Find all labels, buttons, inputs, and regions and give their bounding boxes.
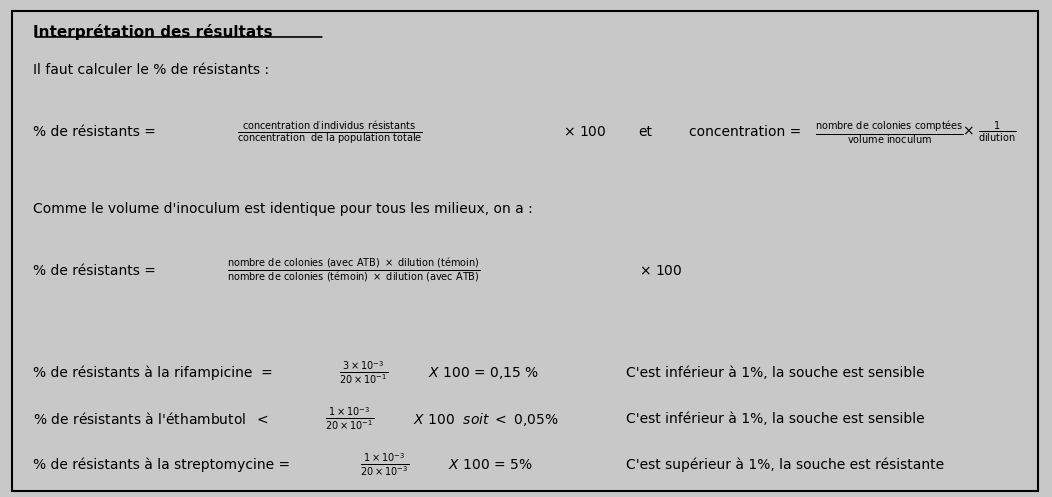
Text: Il faut calculer le % de résistants :: Il faut calculer le % de résistants : (33, 63, 269, 77)
Text: concentration =: concentration = (689, 125, 805, 139)
Text: $\times$ 100: $\times$ 100 (563, 125, 606, 139)
Text: C'est inférieur à 1%, la souche est sensible: C'est inférieur à 1%, la souche est sens… (626, 412, 925, 426)
Text: $\frac{1\times10^{-3}}{20\times10^{-3}}$: $\frac{1\times10^{-3}}{20\times10^{-3}}$ (360, 452, 409, 478)
Text: % de résistants =: % de résistants = (33, 264, 160, 278)
Text: $X$ 100  $\mathit{soit}$ $<$ 0,05%: $X$ 100 $\mathit{soit}$ $<$ 0,05% (412, 411, 559, 427)
Text: % de résistants à l'éthambutol  $<$: % de résistants à l'éthambutol $<$ (33, 411, 274, 427)
Text: $X$ 100 = 0,15 %: $X$ 100 = 0,15 % (428, 365, 540, 381)
Text: Comme le volume d'inoculum est identique pour tous les milieux, on a :: Comme le volume d'inoculum est identique… (33, 202, 532, 216)
Text: % de résistants à la streptomycine =: % de résistants à la streptomycine = (33, 458, 295, 472)
Text: $\times\ \frac{1}{\mathregular{dilution}}$: $\times\ \frac{1}{\mathregular{dilution}… (963, 120, 1017, 145)
Text: $\frac{\mathregular{nombre\ de\ colonies\ comptées}}{\mathregular{volume\ inocul: $\frac{\mathregular{nombre\ de\ colonies… (814, 119, 964, 146)
Text: $\frac{1\times10^{-3}}{20\times10^{-1}}$: $\frac{1\times10^{-3}}{20\times10^{-1}}$ (325, 406, 373, 432)
Text: $X$ 100 = 5%: $X$ 100 = 5% (448, 458, 533, 472)
Text: $\frac{\mathregular{nombre\ de\ colonies\ (avec\ ATB)}\ \times\ \mathregular{dil: $\frac{\mathregular{nombre\ de\ colonies… (227, 256, 481, 285)
Text: C'est inférieur à 1%, la souche est sensible: C'est inférieur à 1%, la souche est sens… (626, 366, 925, 380)
Text: Interprétation des résultats: Interprétation des résultats (33, 24, 272, 40)
FancyBboxPatch shape (12, 11, 1038, 491)
Text: $\frac{\mathregular{concentration\ d'individus\ résistants}}{\mathregular{concen: $\frac{\mathregular{concentration\ d'ind… (238, 119, 423, 146)
Text: $\times$ 100: $\times$ 100 (640, 264, 683, 278)
Text: et: et (639, 125, 652, 139)
Text: $\frac{3\times10^{-3}}{20\times10^{-1}}$: $\frac{3\times10^{-3}}{20\times10^{-1}}$ (339, 360, 388, 386)
Text: % de résistants =: % de résistants = (33, 125, 160, 139)
Text: % de résistants à la rifampicine  =: % de résistants à la rifampicine = (33, 366, 277, 380)
Text: C'est supérieur à 1%, la souche est résistante: C'est supérieur à 1%, la souche est rési… (626, 458, 944, 472)
